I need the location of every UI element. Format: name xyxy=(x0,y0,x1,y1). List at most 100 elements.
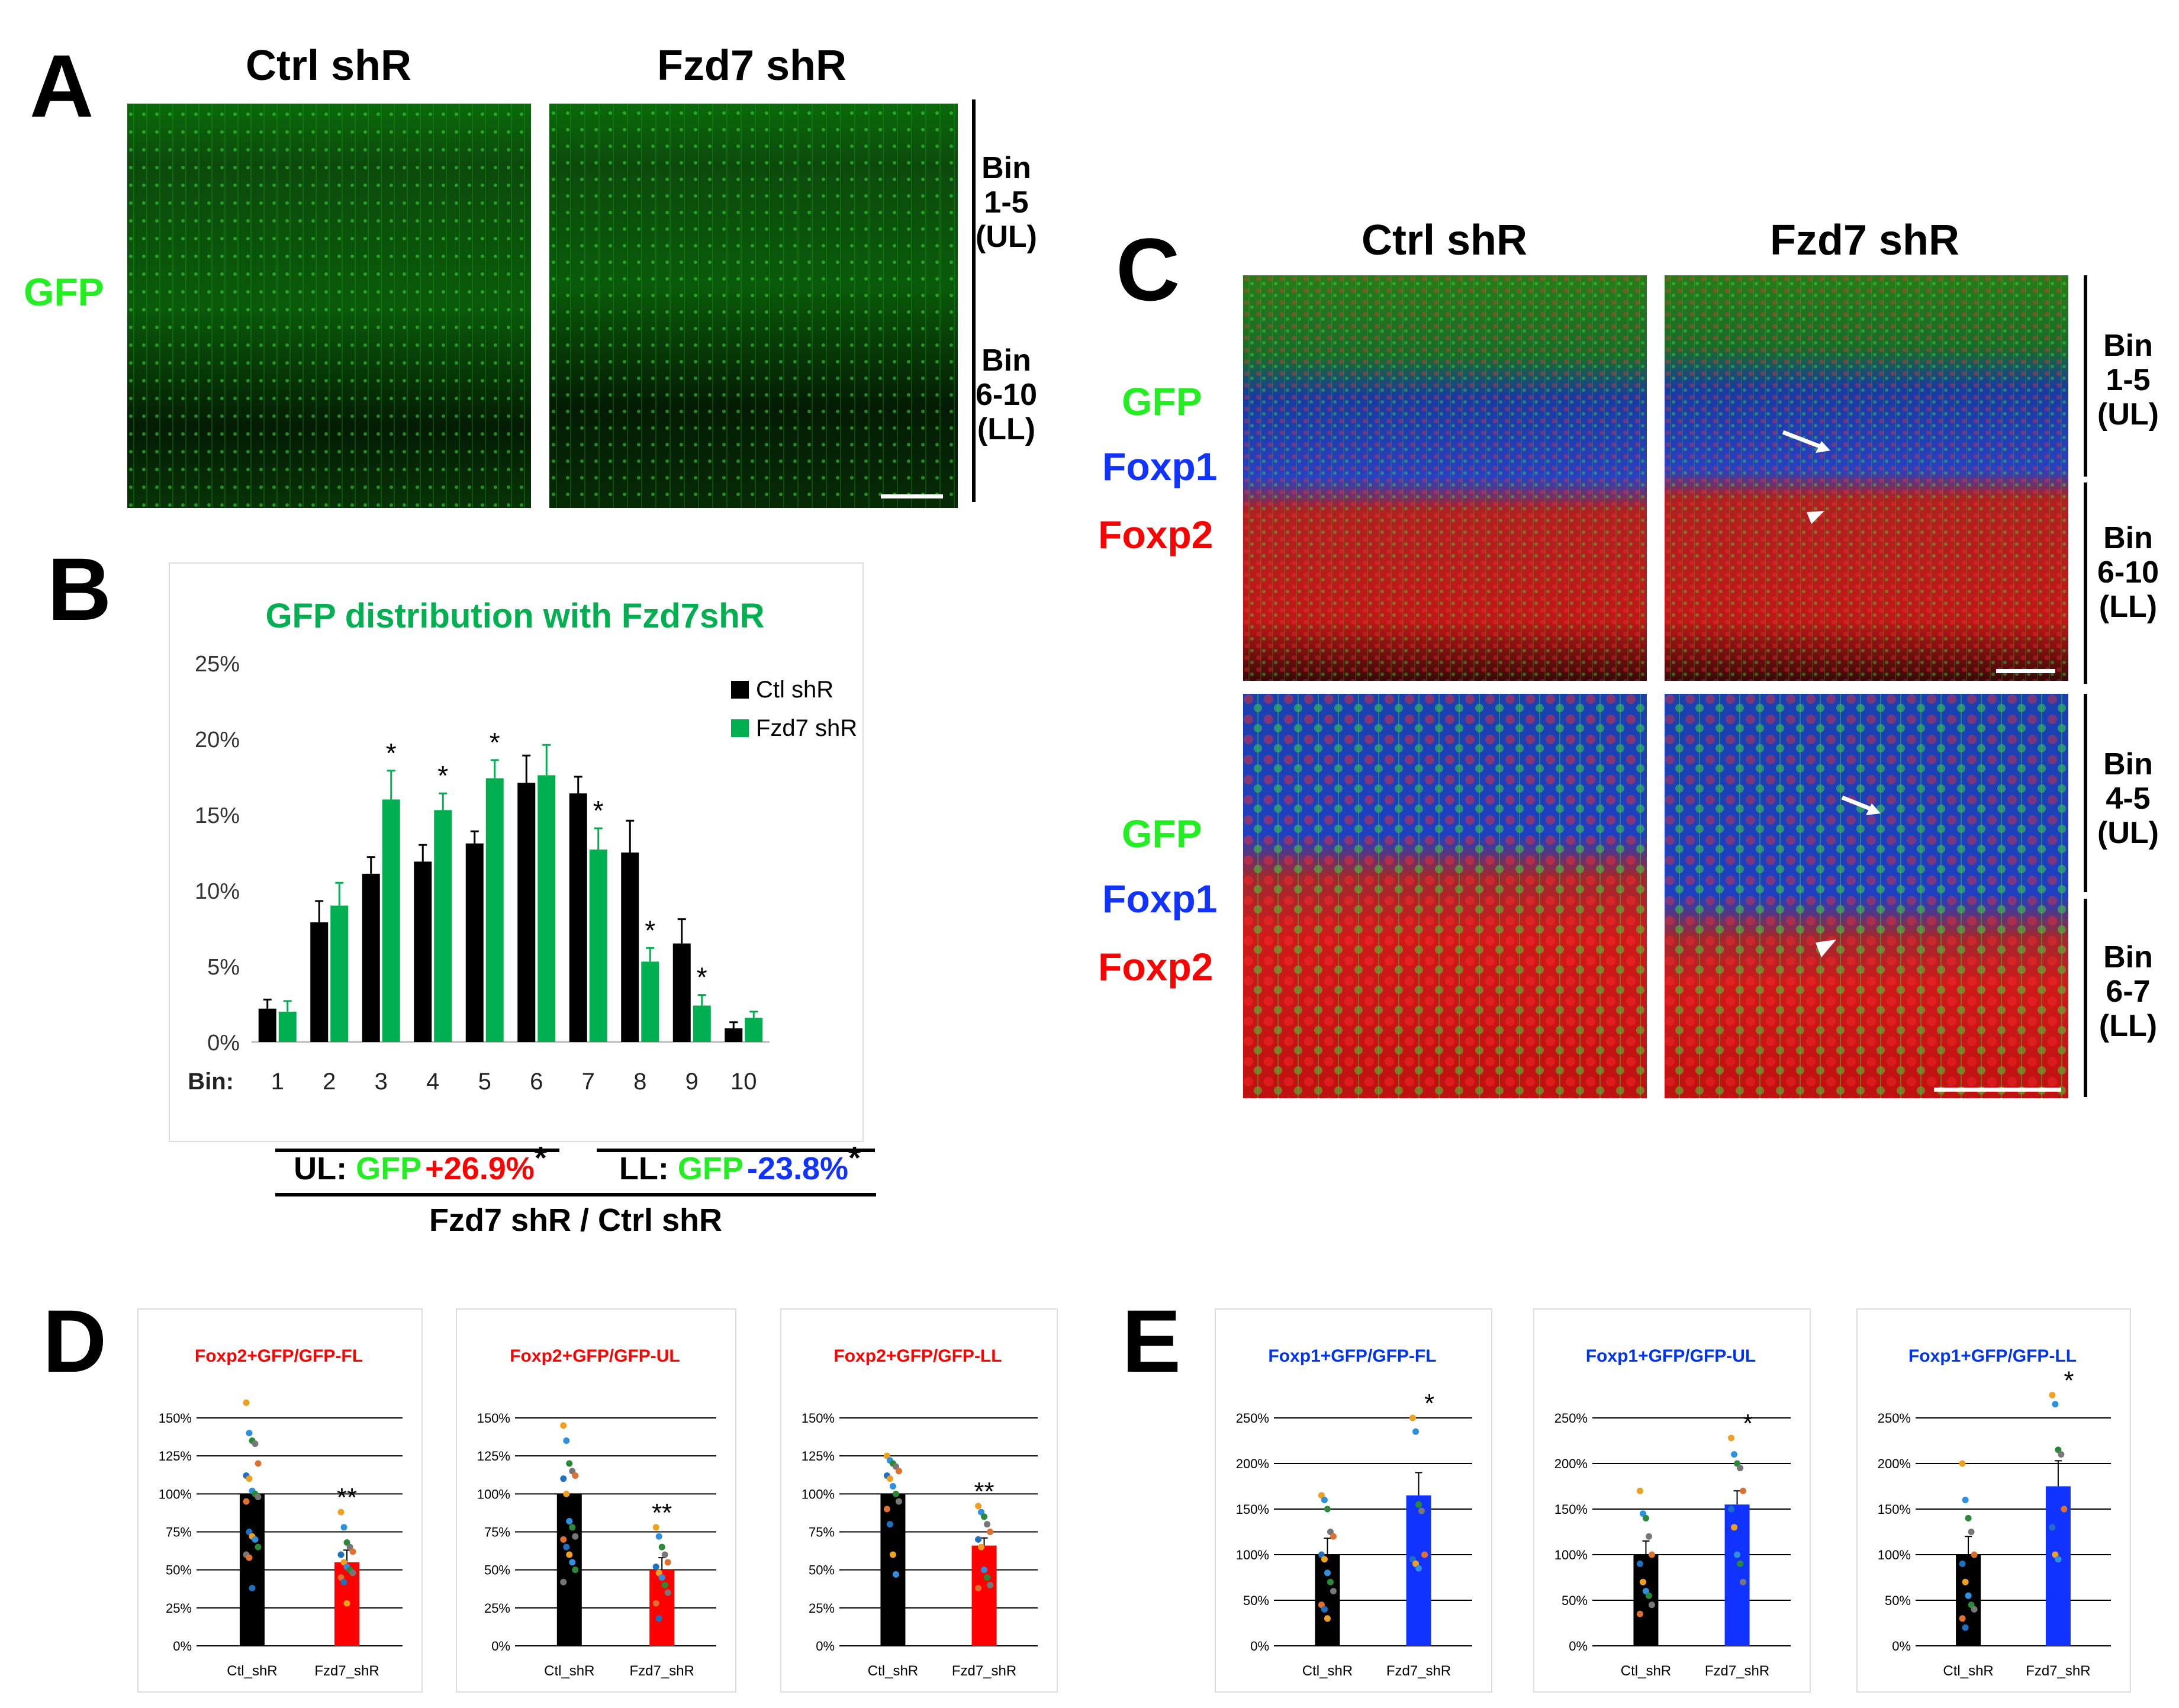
panel-c-stain-foxp2-top: Foxp2 xyxy=(1098,513,1214,557)
bar-fzd7 xyxy=(278,1011,297,1042)
x-tick-label: Fzd7_shR xyxy=(314,1663,379,1679)
bar-ctl xyxy=(258,1008,276,1042)
data-point xyxy=(886,1475,893,1482)
bin-range: 1-5 xyxy=(2106,363,2151,397)
data-point xyxy=(566,1551,573,1558)
panel-a-bin-bar xyxy=(972,99,976,502)
data-point xyxy=(255,1543,262,1551)
panel-e2-chart: Foxp1+GFP/GFP-UL 0% 50% 100% 150% 200% 250% Ctl… xyxy=(1554,1346,1791,1679)
y-tick-label: 150% xyxy=(1878,1502,1911,1517)
data-point xyxy=(560,1536,567,1543)
data-point xyxy=(1636,1487,1643,1494)
panel-a-letter: A xyxy=(30,36,94,136)
y-tick-label: 75% xyxy=(166,1525,192,1540)
bar-fzd7 xyxy=(745,1018,763,1042)
panel-c-title-ctrl: Ctrl shR xyxy=(1361,217,1528,264)
bar-fzd7 xyxy=(649,1569,675,1646)
significance-star: * xyxy=(386,738,397,768)
data-point xyxy=(892,1571,899,1578)
panel-d1-frame xyxy=(137,1308,423,1693)
bar-fzd7 xyxy=(485,778,504,1042)
panel-d2-chart: Foxp2+GFP/GFP-UL 0% 25% 50% 75% 100% 125% 150% C… xyxy=(477,1346,716,1679)
panel-c-stain-gfp-top: GFP xyxy=(1122,379,1202,423)
x-tick-label: Fzd7_shR xyxy=(1386,1663,1451,1679)
bar-ctl xyxy=(725,1028,743,1042)
x-tick-label: Ctl_shR xyxy=(868,1663,918,1679)
y-tick-label: 0% xyxy=(173,1639,192,1654)
panel-d1-chart: Foxp2+GFP/GFP-FL 0% 25% 50% 75% 100% 125% 150% C… xyxy=(159,1346,403,1679)
bar-ctl xyxy=(239,1494,265,1646)
panel-c-image-fzd7-top xyxy=(1665,275,2068,681)
panel-a-image-fzd7 xyxy=(549,104,958,508)
data-point xyxy=(661,1551,668,1558)
bar-ctl xyxy=(672,943,691,1042)
data-point xyxy=(252,1536,259,1543)
x-tick-label: Fzd7_shR xyxy=(630,1663,694,1679)
bin-word: Bin xyxy=(981,343,1031,378)
x-tick-label: 9 xyxy=(685,1069,699,1095)
data-point xyxy=(883,1506,890,1513)
panel-c-bin-ll-top: Bin 6-10 (LL) xyxy=(2090,521,2167,624)
x-tick-label: Ctl_shR xyxy=(1302,1663,1353,1679)
data-point xyxy=(1959,1460,1966,1467)
y-tick-label: 50% xyxy=(1885,1593,1911,1608)
y-tick-label: 125% xyxy=(802,1449,835,1463)
data-point xyxy=(658,1543,665,1551)
panel-e1-chart: Foxp1+GFP/GFP-FL 0% 50% 100% 150% 200% 250% Ctl… xyxy=(1236,1346,1472,1679)
data-point xyxy=(572,1472,579,1479)
x-tick-label: Ctl_shR xyxy=(1943,1663,1993,1679)
data-point xyxy=(1648,1551,1655,1558)
y-tick-label: 0% xyxy=(1569,1639,1588,1654)
data-point xyxy=(1968,1529,1975,1535)
data-point xyxy=(2055,1556,2062,1563)
data-point xyxy=(1971,1606,1978,1613)
bin-layer: (LL) xyxy=(977,412,1036,446)
data-point xyxy=(1959,1560,1966,1567)
y-tick-label: 0% xyxy=(1892,1639,1911,1654)
bin-layer: (UL) xyxy=(976,220,1037,254)
ll-star: * xyxy=(848,1140,861,1176)
data-point xyxy=(337,1508,345,1516)
data-point xyxy=(1642,1514,1649,1522)
data-point xyxy=(652,1600,659,1607)
y-tick-label: 75% xyxy=(484,1525,510,1540)
panel-e3-chart: Foxp1+GFP/GFP-LL 0% 50% 100% 150% 200% 250% Ctl… xyxy=(1878,1346,2111,1679)
panel-b-ratio-label: Fzd7 shR / Ctrl shR xyxy=(429,1202,723,1238)
data-point xyxy=(664,1559,671,1566)
y-tick-label: 150% xyxy=(1554,1502,1588,1517)
data-point xyxy=(255,1493,262,1500)
x-tick-label: Fzd7_shR xyxy=(1705,1663,1769,1679)
data-point xyxy=(246,1554,253,1561)
data-point xyxy=(652,1564,659,1571)
y-tick-label: 50% xyxy=(166,1563,192,1578)
data-point xyxy=(981,1513,988,1520)
x-tick-label: 6 xyxy=(530,1069,543,1095)
arrowhead-icon xyxy=(1807,511,1824,524)
bar-ctl xyxy=(1315,1555,1340,1646)
panel-d2-frame xyxy=(456,1308,736,1693)
bin-layer: (LL) xyxy=(2098,1009,2158,1043)
bar-ctl xyxy=(1956,1555,1981,1646)
panel-a-bin-ul: Bin 1-5 (UL) xyxy=(971,151,1042,254)
data-point xyxy=(1728,1506,1735,1513)
bar-ctl xyxy=(569,793,587,1042)
data-point xyxy=(563,1543,570,1551)
data-point xyxy=(1740,1487,1747,1494)
data-point xyxy=(1728,1434,1735,1442)
x-tick-label: 4 xyxy=(426,1069,439,1095)
chart-title: Foxp1+GFP/GFP-FL xyxy=(1268,1346,1436,1366)
data-point xyxy=(981,1567,988,1574)
data-point xyxy=(243,1498,250,1505)
data-point xyxy=(886,1521,893,1528)
data-point xyxy=(2049,1524,2056,1531)
data-point xyxy=(984,1521,991,1528)
data-point xyxy=(984,1574,991,1581)
y-tick-label: 50% xyxy=(809,1563,835,1578)
bar-fzd7 xyxy=(537,775,556,1042)
bin-word: Bin xyxy=(981,151,1031,185)
data-point xyxy=(1648,1601,1655,1609)
data-point xyxy=(655,1533,662,1540)
panel-b-ll-summary: LL: GFP -23.8%* xyxy=(598,1140,882,1187)
data-point xyxy=(1965,1514,1972,1522)
data-point xyxy=(2058,1451,2065,1458)
